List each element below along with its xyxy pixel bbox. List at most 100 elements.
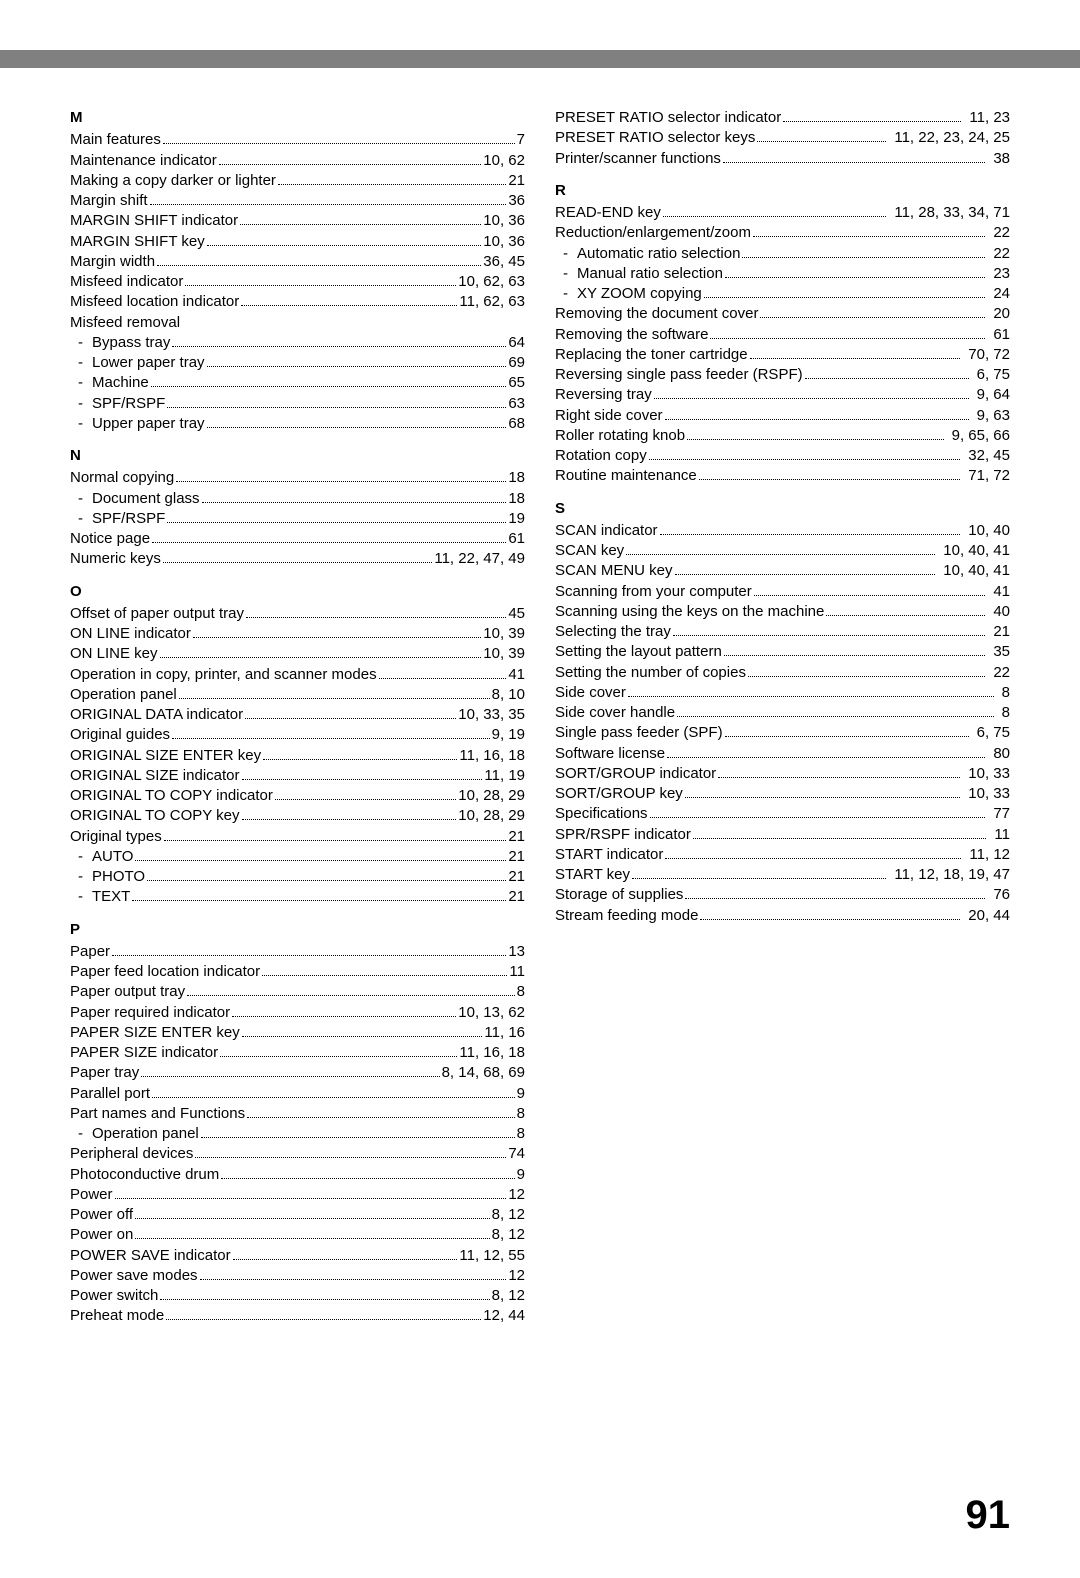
leader-dots [247,1106,515,1118]
index-subentry: Upper paper tray 68 [70,414,525,434]
entry-pages: 20 [987,304,1010,324]
leader-dots [626,543,935,555]
index-entry: Power off 8, 12 [70,1205,525,1225]
index-subentry: Manual ratio selection 23 [555,264,1010,284]
entry-pages: 8, 14, 68, 69 [442,1063,525,1083]
index-entry: Notice page 61 [70,529,525,549]
entry-pages: 61 [987,325,1010,345]
entry-label: Main features [70,130,161,150]
index-entry: PRESET RATIO selector indicator 11, 23 [555,108,1010,128]
entry-label: MARGIN SHIFT indicator [70,211,238,231]
entry-pages: 12, 44 [483,1306,525,1326]
index-entry: Margin width 36, 45 [70,252,525,272]
entry-label: Preheat mode [70,1306,164,1326]
index-entry: Reversing single pass feeder (RSPF) 6, 7… [555,365,1010,385]
section-letter: R [555,181,1010,201]
entry-label: ORIGINAL SIZE ENTER key [70,746,261,766]
index-entry: Right side cover 9, 63 [555,406,1010,426]
entry-label: Printer/scanner functions [555,149,721,169]
index-subentry: AUTO 21 [70,847,525,867]
entry-pages: 10, 28, 29 [458,786,525,806]
entry-label: ON LINE indicator [70,624,191,644]
entry-pages: 10, 28, 29 [458,806,525,826]
entry-label: Storage of supplies [555,885,683,905]
entry-label: POWER SAVE indicator [70,1246,231,1266]
leader-dots [176,470,506,482]
entry-label: Specifications [555,804,648,824]
leader-dots [172,727,490,739]
leader-dots [240,213,481,225]
index-subentry: Bypass tray 64 [70,333,525,353]
leader-dots [654,387,969,399]
leader-dots [163,551,433,563]
entry-pages: 41 [987,582,1010,602]
index-entry: Original guides 9, 19 [70,725,525,745]
entry-pages: 22 [987,663,1010,683]
entry-pages: 11, 22, 23, 24, 25 [888,128,1010,148]
entry-label: Side cover handle [555,703,675,723]
index-entry: Setting the number of copies 22 [555,663,1010,683]
leader-dots [699,468,961,480]
entry-label: PHOTO [92,867,145,887]
entry-pages: 9, 65, 66 [946,426,1010,446]
index-entry: Printer/scanner functions 38 [555,149,1010,169]
index-entry: POWER SAVE indicator 11, 12, 55 [70,1246,525,1266]
entry-label: Removing the document cover [555,304,758,324]
entry-label: Paper tray [70,1063,139,1083]
entry-pages: 71, 72 [962,466,1010,486]
leader-dots [710,327,985,339]
index-subentry: SPF/RSPF 63 [70,394,525,414]
leader-dots [207,234,482,246]
index-entry: ORIGINAL TO COPY key 10, 28, 29 [70,806,525,826]
entry-label: ORIGINAL SIZE indicator [70,766,240,786]
entry-label: Reversing tray [555,385,652,405]
header-bar [0,50,1080,68]
leader-dots [185,274,456,286]
entry-label: Rotation copy [555,446,647,466]
leader-dots [760,306,985,318]
index-entry: PAPER SIZE indicator 11, 16, 18 [70,1043,525,1063]
leader-dots [677,705,994,717]
leader-dots [263,748,457,760]
leader-dots [783,110,961,122]
entry-label: Reversing single pass feeder (RSPF) [555,365,803,385]
entry-pages: 65 [508,373,525,393]
entry-label: Misfeed location indicator [70,292,239,312]
leader-dots [115,1187,507,1199]
entry-label: Paper output tray [70,982,185,1002]
index-entry: Rotation copy 32, 45 [555,446,1010,466]
entry-label: Notice page [70,529,150,549]
leader-dots [221,1167,514,1179]
entry-label: PRESET RATIO selector indicator [555,108,781,128]
entry-pages: 76 [987,885,1010,905]
entry-label: Machine [92,373,149,393]
index-subentry: SPF/RSPF 19 [70,509,525,529]
entry-pages: 9 [517,1165,525,1185]
entry-label: Numeric keys [70,549,161,569]
entry-pages: 19 [508,509,525,529]
leader-dots [278,173,506,185]
entry-pages: 8 [517,1104,525,1124]
entry-label: Margin shift [70,191,148,211]
index-entry: Offset of paper output tray 45 [70,604,525,624]
entry-pages: 18 [508,468,525,488]
entry-pages: 10, 40 [962,521,1010,541]
entry-label: Setting the number of copies [555,663,746,683]
entry-pages: 45 [508,604,525,624]
index-entry: Setting the layout pattern 35 [555,642,1010,662]
index-entry: SORT/GROUP indicator 10, 33 [555,764,1010,784]
index-subentry: Lower paper tray 69 [70,353,525,373]
entry-pages: 21 [508,847,525,867]
entry-label: SCAN key [555,541,624,561]
entry-label: Bypass tray [92,333,170,353]
entry-pages: 10, 36 [483,211,525,231]
index-entry: Power switch 8, 12 [70,1286,525,1306]
entry-pages: 11, 28, 33, 34, 71 [888,203,1010,223]
index-entry: Replacing the toner cartridge 70, 72 [555,345,1010,365]
entry-label: Single pass feeder (SPF) [555,723,723,743]
entry-label: START indicator [555,845,663,865]
entry-label: Scanning from your computer [555,582,752,602]
leader-dots [233,1248,458,1260]
entry-pages: 8, 10 [492,685,525,705]
entry-pages: 11, 12, 55 [459,1246,525,1266]
